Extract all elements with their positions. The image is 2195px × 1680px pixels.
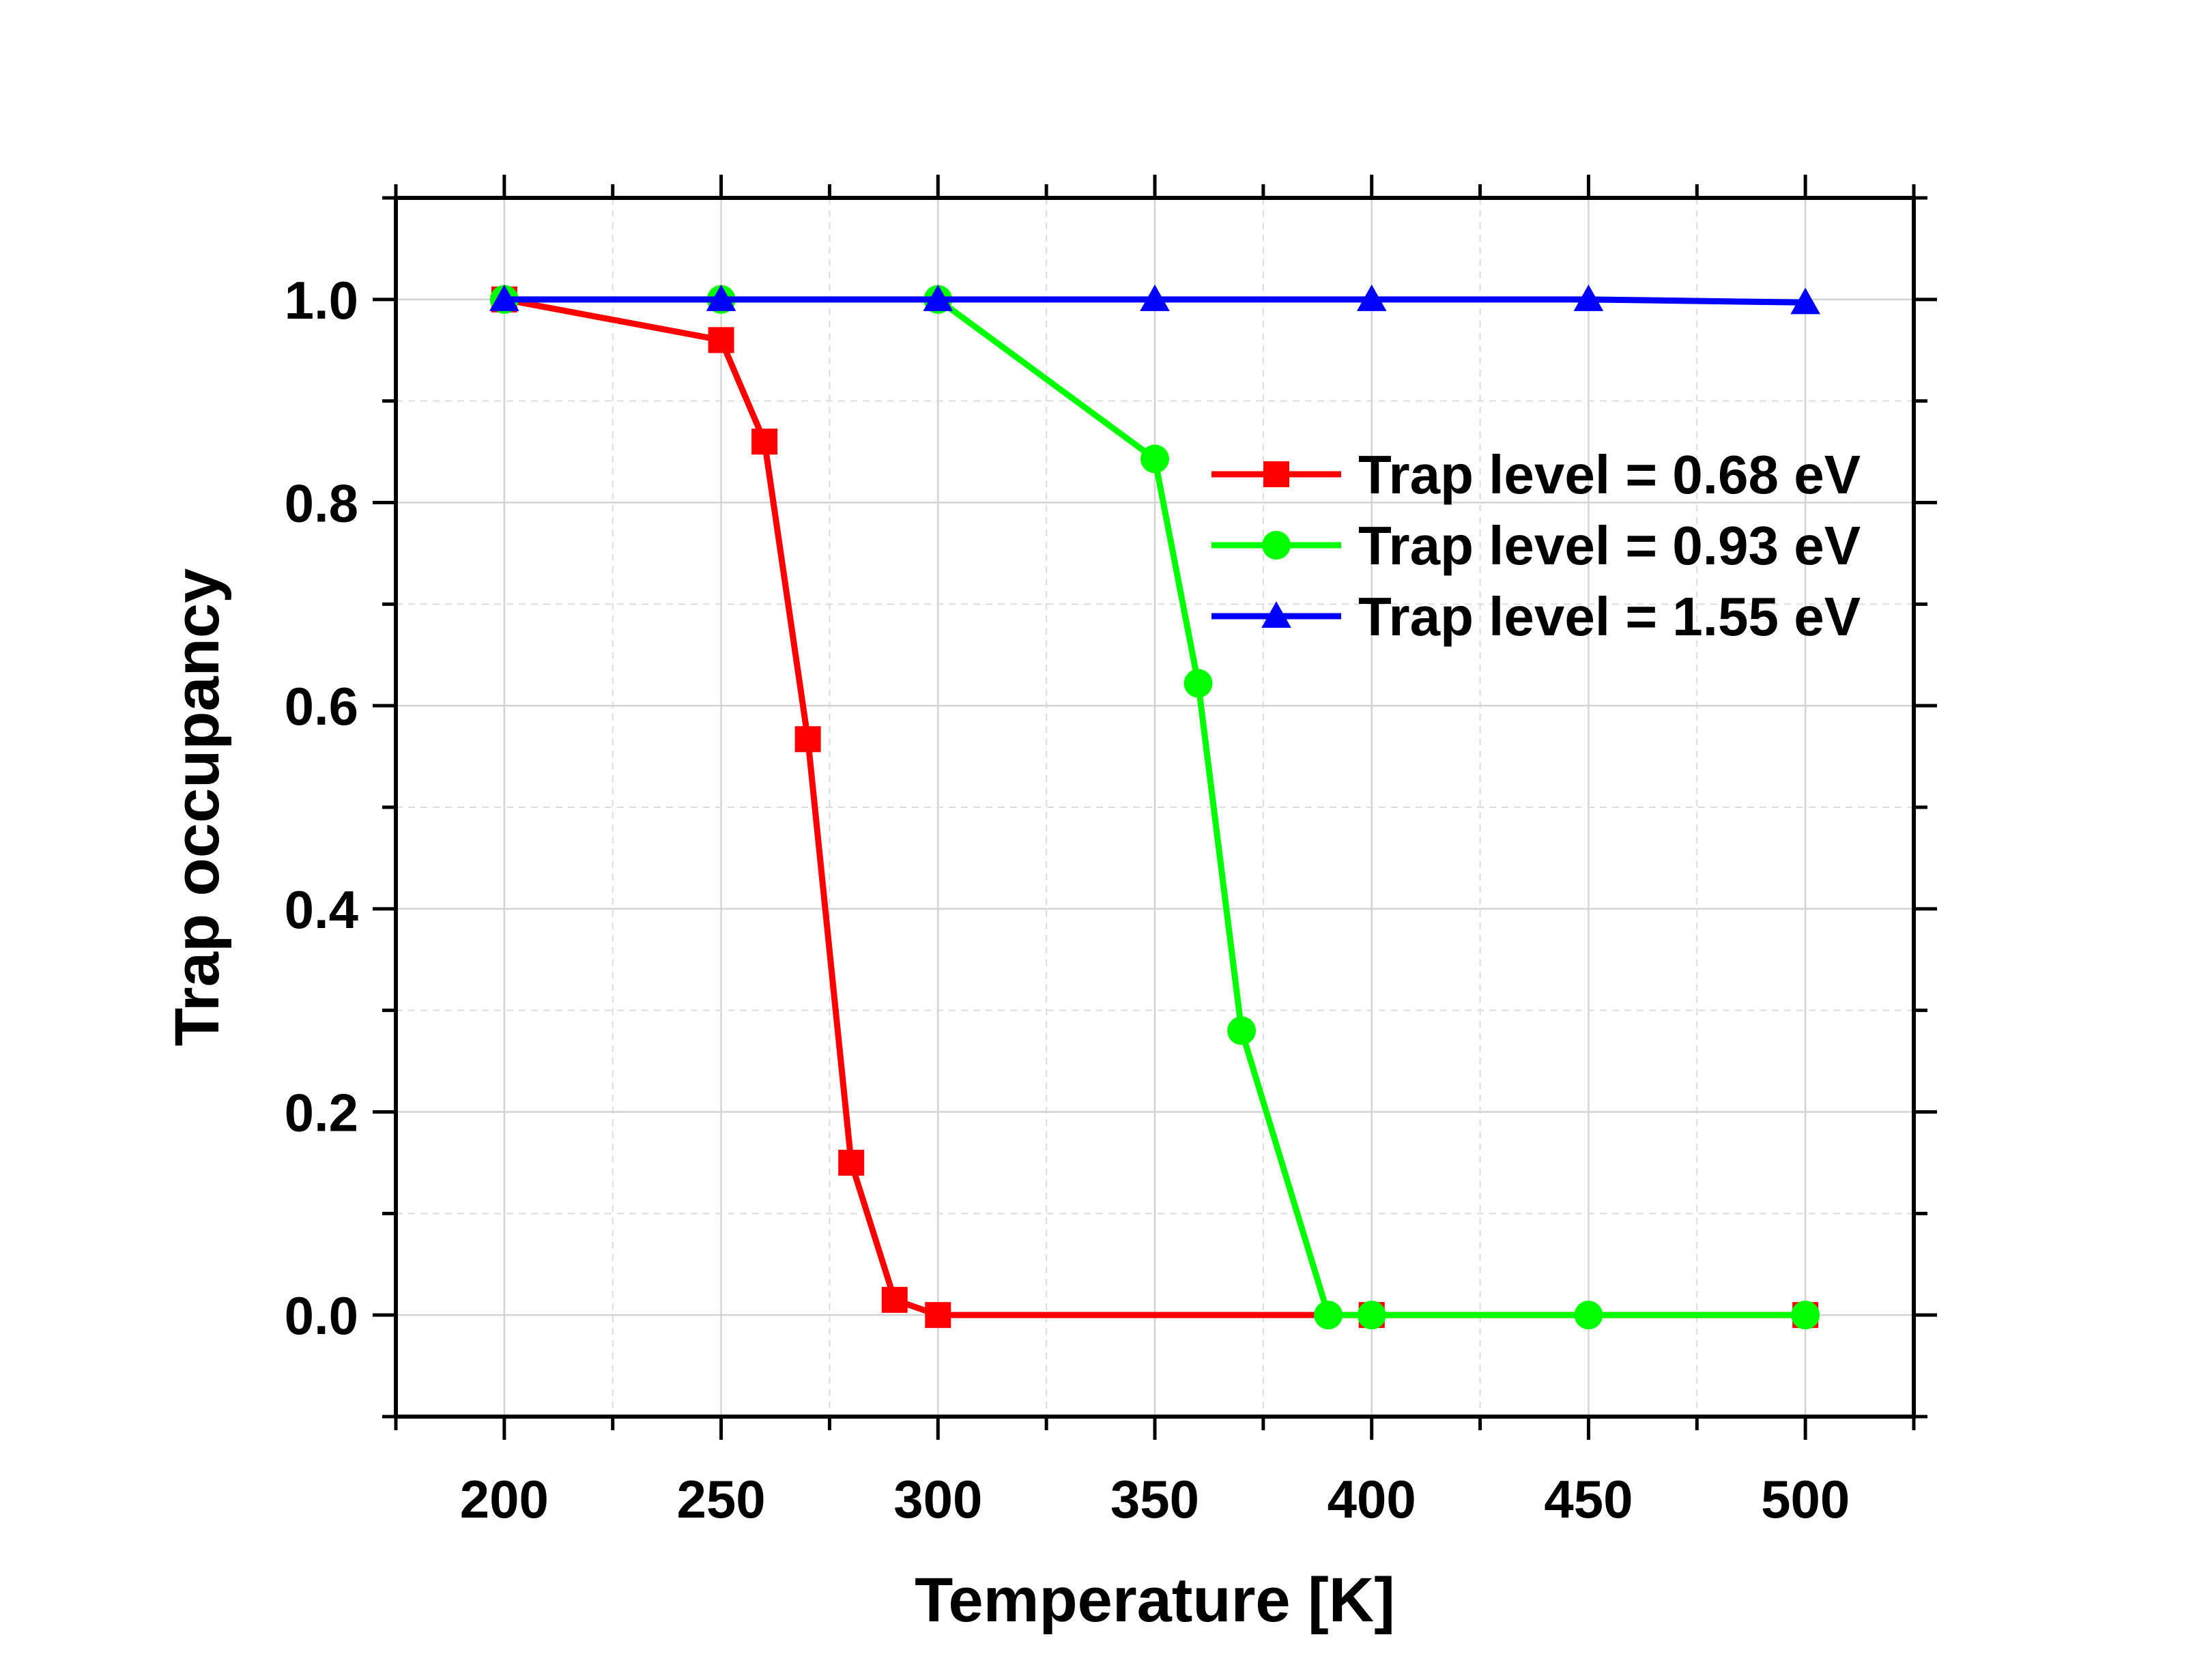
grid-lines bbox=[395, 198, 1914, 1417]
data-point bbox=[1314, 1301, 1343, 1330]
y-tick-label: 0.8 bbox=[285, 474, 358, 534]
data-point bbox=[489, 284, 519, 311]
legend-label: Trap level = 1.55 eV bbox=[1358, 586, 1861, 647]
legend-marker bbox=[1262, 531, 1291, 560]
series-layer bbox=[489, 284, 1820, 1330]
x-tick-label: 450 bbox=[1544, 1469, 1633, 1529]
data-point bbox=[706, 284, 736, 311]
y-tick-label: 0.4 bbox=[285, 880, 358, 940]
data-point bbox=[923, 284, 953, 311]
y-tick-label: 0.0 bbox=[285, 1286, 358, 1346]
legend-entry-1: Trap level = 0.68 eV bbox=[1211, 444, 1861, 505]
x-tick-label: 200 bbox=[460, 1469, 549, 1529]
data-point bbox=[1790, 287, 1820, 315]
series-3 bbox=[489, 284, 1820, 315]
data-point bbox=[751, 429, 778, 455]
data-point bbox=[1183, 669, 1213, 698]
data-point bbox=[881, 1286, 908, 1313]
data-point bbox=[1356, 284, 1387, 311]
legend: Trap level = 0.68 eV Trap level = 0.93 eV… bbox=[1211, 444, 1861, 647]
x-tick-label: 400 bbox=[1328, 1469, 1416, 1529]
data-point bbox=[1227, 1016, 1257, 1045]
x-tick-label: 300 bbox=[893, 1469, 982, 1529]
x-tick-label: 350 bbox=[1110, 1469, 1199, 1529]
legend-label: Trap level = 0.68 eV bbox=[1358, 444, 1861, 505]
data-point bbox=[838, 1149, 865, 1176]
data-point bbox=[1140, 284, 1170, 311]
legend-entry-2: Trap level = 0.93 eV bbox=[1211, 515, 1861, 576]
y-tick-label: 1.0 bbox=[285, 270, 358, 330]
axes: 200 250 300 350 400 450 500 0.0 0.2 0.4 0.6 0.8 1.0 bbox=[285, 175, 1937, 1529]
y-axis-title: Trap occupancy bbox=[162, 568, 232, 1046]
x-axis-title: Temperature [K] bbox=[915, 1565, 1395, 1635]
data-point bbox=[794, 726, 821, 753]
data-point bbox=[1791, 1301, 1820, 1330]
y-tick-label: 0.2 bbox=[285, 1083, 358, 1143]
data-point bbox=[1357, 1301, 1386, 1330]
data-point bbox=[925, 1302, 951, 1329]
data-point bbox=[1573, 284, 1604, 311]
data-point bbox=[708, 327, 734, 353]
y-tick-label: 0.6 bbox=[285, 676, 358, 736]
data-point bbox=[1574, 1301, 1603, 1330]
data-point bbox=[1140, 444, 1169, 474]
legend-entry-3: Trap level = 1.55 eV bbox=[1211, 586, 1861, 647]
legend-marker bbox=[1261, 601, 1291, 628]
legend-marker bbox=[1263, 461, 1289, 487]
x-tick-label: 250 bbox=[677, 1469, 766, 1529]
x-tick-label: 500 bbox=[1761, 1469, 1850, 1529]
legend-label: Trap level = 0.93 eV bbox=[1358, 515, 1861, 576]
